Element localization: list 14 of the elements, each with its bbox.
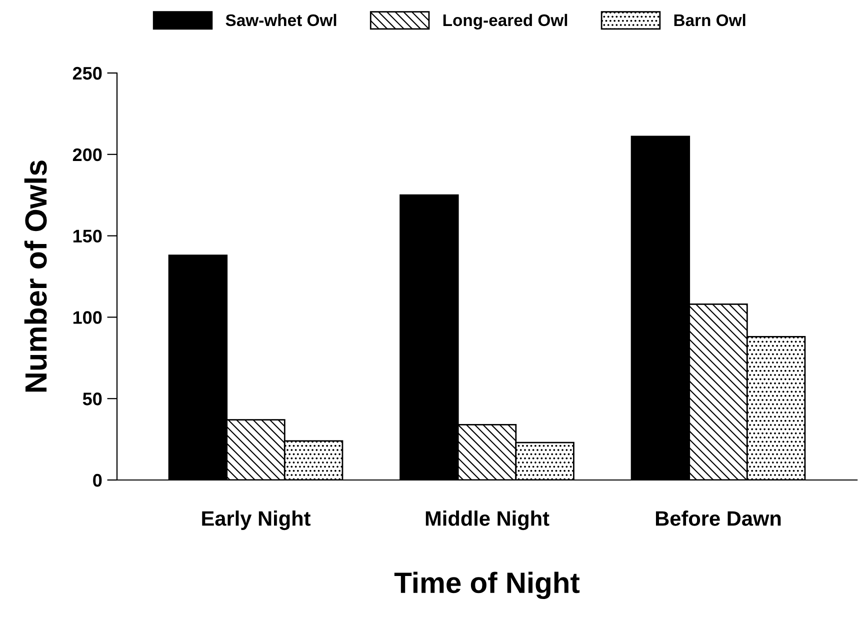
legend-label: Long-eared Owl xyxy=(443,14,568,30)
x-tick-label: Middle Night xyxy=(426,510,550,530)
legend-label: Barn Owl xyxy=(674,14,746,26)
y-tick-label: 250 xyxy=(72,66,102,80)
x-tick-label: Early Night xyxy=(202,510,310,530)
x-tick-label: Before Dawn xyxy=(656,510,781,526)
legend-label: Saw-whet Owl xyxy=(226,14,336,26)
y-tick-label: 50 xyxy=(82,392,102,406)
y-tick-label: 200 xyxy=(72,148,102,162)
x-axis-title: Time of Night xyxy=(394,572,580,600)
y-axis-title: Number of Owls xyxy=(24,160,47,392)
y-tick-label: 100 xyxy=(73,311,102,324)
y-tick-label: 150 xyxy=(73,230,102,243)
y-tick-label: 0 xyxy=(93,474,102,487)
